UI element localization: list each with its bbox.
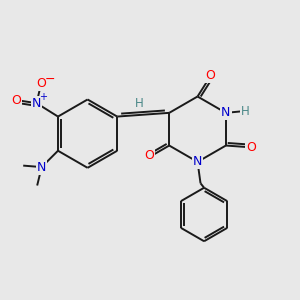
Text: H: H <box>134 97 143 110</box>
Text: N: N <box>32 97 41 110</box>
Text: N: N <box>37 160 46 174</box>
Text: N: N <box>193 155 202 168</box>
Text: O: O <box>246 140 256 154</box>
Text: O: O <box>11 94 21 107</box>
Text: +: + <box>39 92 47 102</box>
Text: O: O <box>36 77 46 90</box>
Text: O: O <box>144 149 154 162</box>
Text: N: N <box>221 106 231 119</box>
Text: H: H <box>241 105 249 118</box>
Text: −: − <box>45 73 55 86</box>
Text: O: O <box>206 69 215 82</box>
